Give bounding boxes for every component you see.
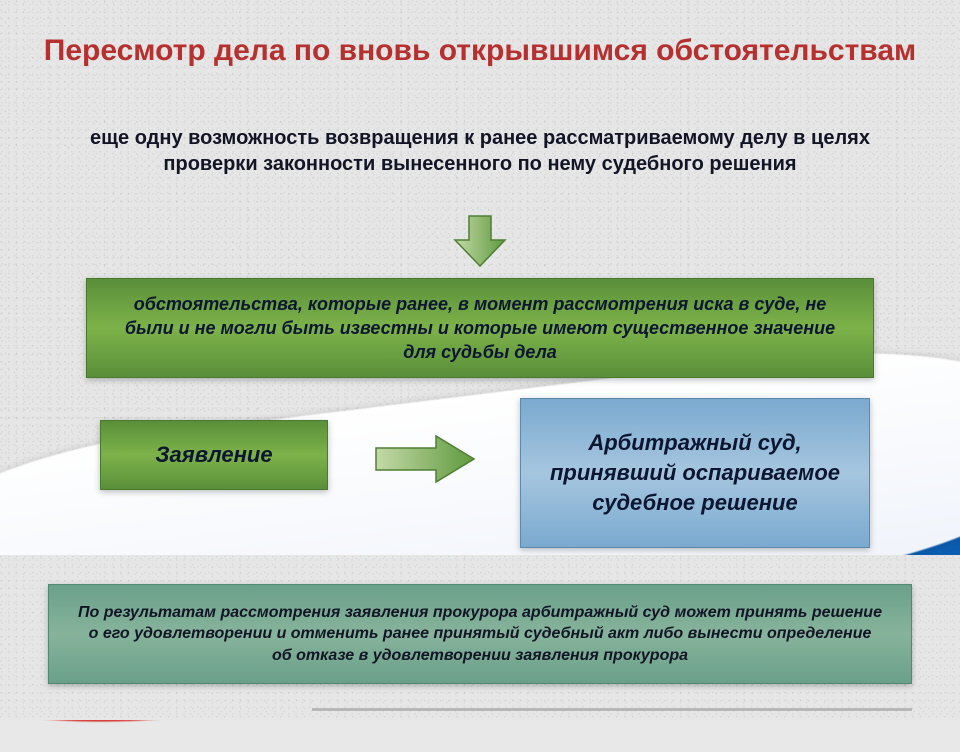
definition-box: обстоятельства, которые ранее, в момент … xyxy=(86,278,874,378)
slide-content: Пересмотр дела по вновь открывшимся обст… xyxy=(0,0,960,720)
footer-rule-segment xyxy=(312,708,912,711)
court-box: Арбитражный суд, принявший оспариваемое … xyxy=(520,398,870,548)
slide-subtitle: еще одну возможность возвращения к ранее… xyxy=(80,125,880,177)
outcome-box: По результатам рассмотрения заявления пр… xyxy=(48,584,912,684)
application-box: Заявление xyxy=(100,420,328,490)
arrow-down-icon xyxy=(451,212,509,270)
arrow-right-icon xyxy=(370,430,480,488)
footer-rule xyxy=(0,708,912,714)
slide-title: Пересмотр дела по вновь открывшимся обст… xyxy=(0,32,960,70)
